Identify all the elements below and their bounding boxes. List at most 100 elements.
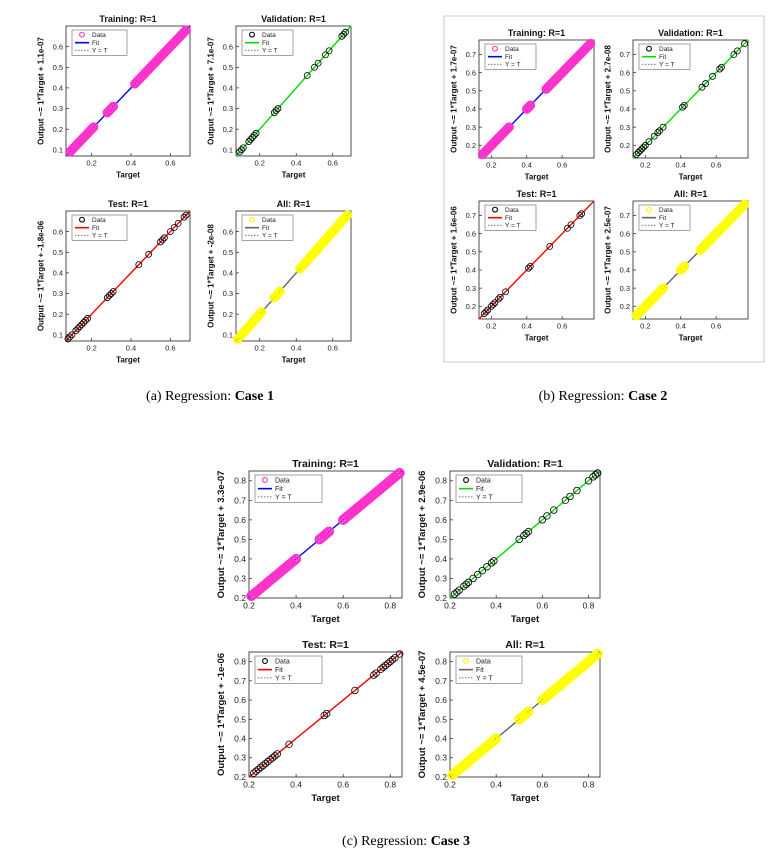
y-tick-label: 0.7 — [435, 676, 447, 686]
y-axis-label: Output ~= 1*Target + 4.5e-07 — [417, 651, 428, 779]
legend-data-label: Data — [92, 32, 106, 39]
legend-data-marker — [79, 31, 85, 38]
legend-yt-label: Y = T — [92, 233, 108, 240]
legend-data-marker — [463, 658, 469, 664]
data-point — [550, 506, 558, 514]
legend-data-label: Data — [275, 477, 290, 484]
data-point — [270, 109, 278, 117]
y-axis-label: Output ~= 1*Target + 2.7e-08 — [603, 45, 612, 153]
y-tick-label: 0.6 — [435, 515, 447, 525]
y-tick-label: 0.4 — [223, 84, 233, 93]
fit-line — [65, 210, 191, 342]
legend-data-marker — [646, 206, 652, 213]
data-point — [480, 310, 488, 317]
y-tick-label: 0.8 — [234, 476, 246, 486]
y-tick-label: 0.6 — [620, 68, 630, 77]
data-point — [482, 308, 490, 316]
x-tick-label: 0.6 — [557, 161, 567, 170]
y-tick-label: 0.4 — [620, 105, 630, 114]
x-tick-label: 0.6 — [711, 161, 721, 170]
y-tick-label: 0.3 — [234, 753, 246, 763]
x-tick-label: 0.6 — [337, 601, 349, 611]
data-point — [259, 761, 267, 770]
x-axis-label: Target — [679, 334, 703, 343]
data-point — [252, 129, 260, 137]
data-point — [351, 686, 359, 695]
x-tick-label: 0.6 — [557, 322, 567, 331]
y-tick-label: 0.3 — [223, 289, 233, 298]
chart-title: Training: R=1 — [508, 28, 565, 38]
x-tick-label: 0.4 — [490, 780, 502, 790]
y-tick-label: 0.3 — [620, 284, 630, 293]
y-axis-label: Output ~= 1*Target + -1.8e-06 — [36, 220, 45, 331]
data-point — [462, 580, 470, 589]
x-axis-label: Target — [116, 171, 140, 180]
data-point — [487, 559, 496, 567]
data-point — [496, 293, 504, 301]
data-point — [256, 307, 267, 317]
chart-case-3-training: 0.2 0.4 0.6 0.8 0.2 0.3 0.4 0.5 0.6 0.7 0.8 Data Fit… — [216, 458, 405, 625]
data-point — [372, 669, 380, 677]
data-point — [636, 147, 644, 155]
data-point — [264, 757, 272, 766]
caption-case-2: (b) Regression: Case 2 — [539, 389, 668, 405]
data-point — [386, 657, 394, 666]
legend-fit-label: Fit — [476, 667, 484, 674]
data-point — [730, 51, 738, 58]
y-tick-label: 0.3 — [234, 573, 246, 583]
data-point — [379, 663, 387, 672]
data-point — [74, 325, 82, 333]
x-axis-label: Target — [282, 171, 306, 180]
data-point — [709, 72, 717, 80]
chart-title: Test: R=1 — [516, 189, 556, 199]
y-tick-label: 0.2 — [53, 310, 63, 319]
y-tick-label: 0.2 — [620, 302, 630, 311]
data-point — [698, 83, 706, 91]
y-tick-label: 0.6 — [435, 695, 447, 705]
data-point — [491, 299, 499, 307]
y-tick-label: 0.2 — [234, 772, 246, 782]
legend-fit-label: Fit — [92, 225, 99, 232]
data-point — [254, 765, 263, 774]
data-point — [275, 286, 285, 297]
legend-yt-label: Y = T — [505, 223, 521, 230]
data-point — [561, 496, 570, 505]
x-tick-label: 0.6 — [711, 322, 721, 331]
legend-data-marker — [492, 206, 498, 213]
x-tick-label: 0.6 — [536, 601, 548, 611]
data-point — [84, 314, 92, 322]
legend-data-label: Data — [505, 207, 519, 214]
data-point — [741, 40, 748, 48]
x-tick-label: 0.6 — [165, 159, 175, 168]
data-point — [340, 30, 348, 38]
data-point — [271, 752, 279, 760]
x-tick-label: 0.4 — [490, 601, 502, 611]
chart-case-3-test: 0.2 0.4 0.6 0.8 0.2 0.3 0.4 0.5 0.6 0.7 0.8 Data Fit… — [216, 639, 404, 804]
y-tick-label: 0.1 — [53, 145, 63, 154]
chart-title: Test: R=1 — [108, 199, 148, 209]
x-tick-label: 0.6 — [337, 780, 349, 790]
x-tick-label: 0.8 — [583, 780, 595, 790]
y-axis-label: Output ~= 1*Target + 2.9e-06 — [417, 471, 428, 599]
data-point — [484, 306, 492, 314]
y-axis-label: Output ~= 1*Target + 3.3e-07 — [216, 471, 227, 599]
y-tick-label: 0.2 — [620, 141, 630, 150]
data-point — [659, 123, 667, 131]
data-point — [716, 65, 724, 73]
fit-line — [235, 25, 352, 157]
legend-yt-label: Y = T — [275, 675, 292, 682]
legend-yt-label: Y = T — [505, 62, 521, 69]
y-tick-label: 0.5 — [53, 248, 63, 257]
data-point — [103, 294, 111, 302]
data-point — [236, 148, 244, 156]
y-tick-label: 0.3 — [435, 753, 447, 763]
data-point — [170, 224, 178, 231]
y-tick-label: 0.4 — [620, 266, 630, 275]
data-point — [680, 101, 688, 109]
data-point — [679, 261, 690, 272]
